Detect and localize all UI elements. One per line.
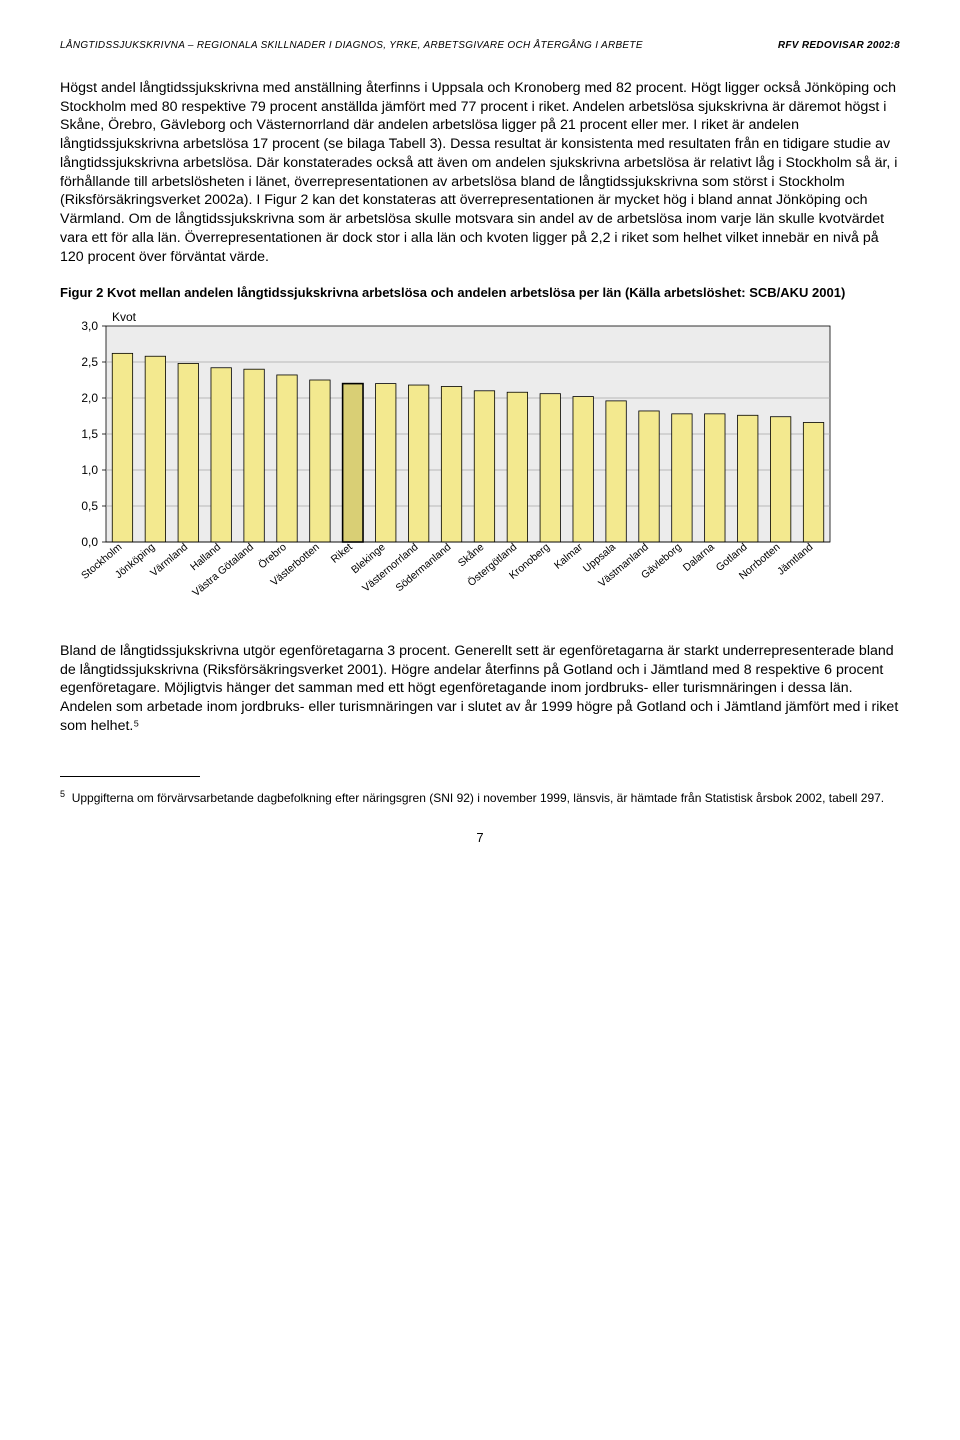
- paragraph-2: Bland de långtidssjukskrivna utgör egenf…: [60, 642, 900, 736]
- figure-2-chart: Kvot 0,00,51,01,52,02,53,0StockholmJönkö…: [60, 312, 900, 622]
- svg-text:Dalarna: Dalarna: [681, 541, 717, 574]
- svg-text:Riket: Riket: [329, 541, 355, 566]
- svg-text:Jämtland: Jämtland: [775, 541, 815, 578]
- paragraph-1: Högst andel långtidssjukskrivna med anst…: [60, 79, 900, 266]
- footnote-text: Uppgifterna om förvärvsarbetande dagbefo…: [72, 791, 884, 805]
- figure-caption-text: Figur 2 Kvot mellan andelen långtidssjuk…: [60, 284, 900, 302]
- footnote-rule: [60, 776, 200, 777]
- chart-ylabel: Kvot: [112, 310, 136, 324]
- svg-text:0,0: 0,0: [81, 535, 98, 549]
- svg-text:1,5: 1,5: [81, 427, 98, 441]
- footnote: 5 Uppgifterna om förvärvsarbetande dagbe…: [60, 789, 900, 807]
- figure-caption: Figur 2 Kvot mellan andelen långtidssjuk…: [60, 284, 900, 302]
- svg-text:3,0: 3,0: [81, 319, 98, 333]
- svg-text:Västra Götaland: Västra Götaland: [190, 541, 256, 599]
- svg-text:Kalmar: Kalmar: [552, 541, 586, 572]
- page-header: LÅNGTIDSSJUKSKRIVNA – REGIONALA SKILLNAD…: [60, 40, 900, 51]
- svg-text:1,0: 1,0: [81, 463, 98, 477]
- header-right: RFV REDOVISAR 2002:8: [778, 40, 900, 51]
- svg-text:2,0: 2,0: [81, 391, 98, 405]
- svg-text:0,5: 0,5: [81, 499, 98, 513]
- page-number: 7: [60, 830, 900, 845]
- svg-text:2,5: 2,5: [81, 355, 98, 369]
- footnote-marker: 5: [60, 789, 65, 799]
- header-left: LÅNGTIDSSJUKSKRIVNA – REGIONALA SKILLNAD…: [60, 40, 643, 51]
- bar-chart-svg: 0,00,51,01,52,02,53,0StockholmJönköpingV…: [60, 312, 840, 622]
- svg-text:Värmland: Värmland: [148, 541, 190, 579]
